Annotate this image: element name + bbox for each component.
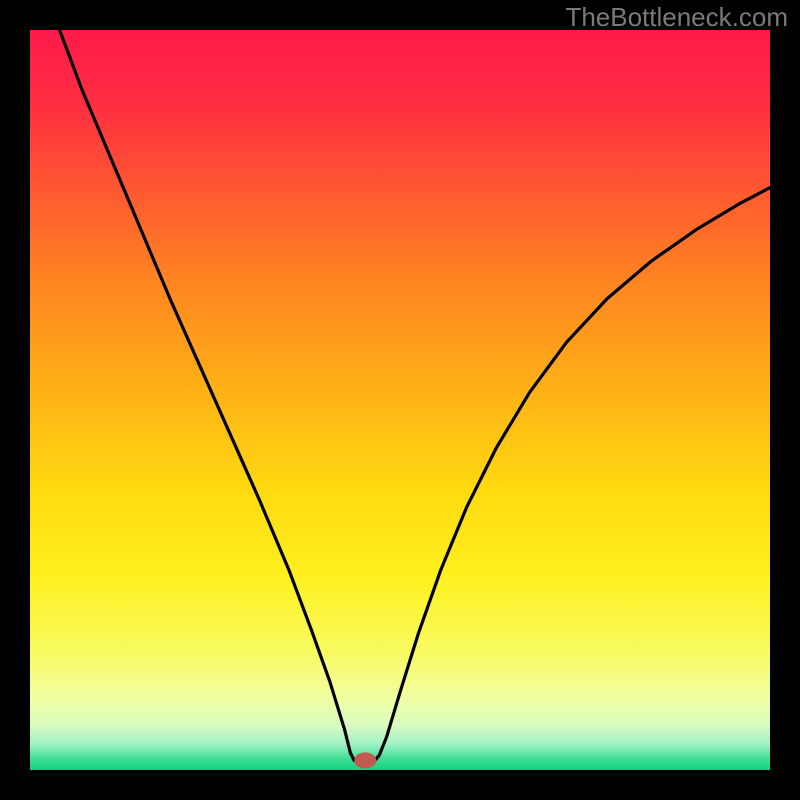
plot-background [30, 30, 770, 770]
bottleneck-chart [0, 0, 800, 800]
chart-container: TheBottleneck.com [0, 0, 800, 800]
optimal-point-marker [354, 752, 376, 768]
watermark-text: TheBottleneck.com [565, 2, 788, 33]
